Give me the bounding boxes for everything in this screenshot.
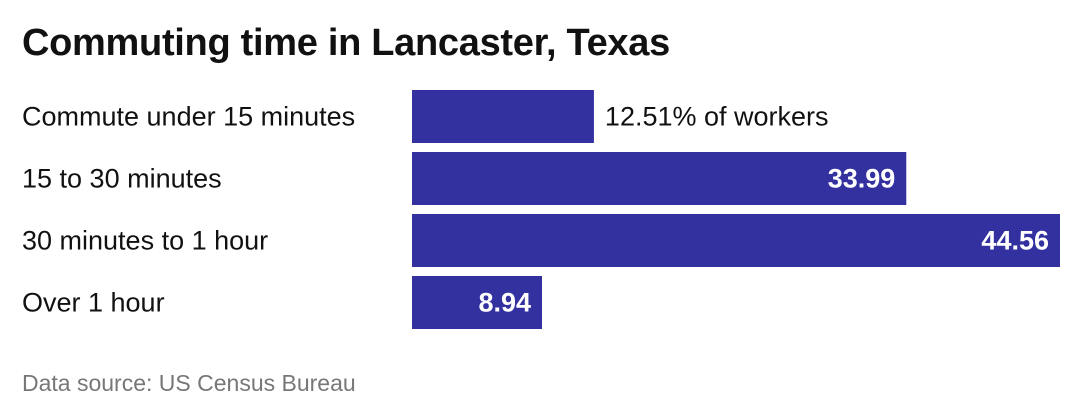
bar — [412, 90, 594, 143]
category-label: 30 minutes to 1 hour — [22, 226, 268, 256]
bar — [412, 214, 1060, 267]
category-label: Commute under 15 minutes — [22, 102, 355, 132]
value-label: 33.99 — [828, 164, 896, 194]
chart-title: Commuting time in Lancaster, Texas — [22, 22, 670, 64]
bar — [412, 276, 543, 329]
bar — [412, 152, 907, 205]
value-label: 12.51% of workers — [605, 102, 829, 132]
value-label: 8.94 — [478, 288, 531, 318]
category-label: Over 1 hour — [22, 288, 165, 318]
value-label: 44.56 — [981, 226, 1049, 256]
category-label: 15 to 30 minutes — [22, 164, 222, 194]
data-source-note: Data source: US Census Bureau — [22, 370, 356, 396]
